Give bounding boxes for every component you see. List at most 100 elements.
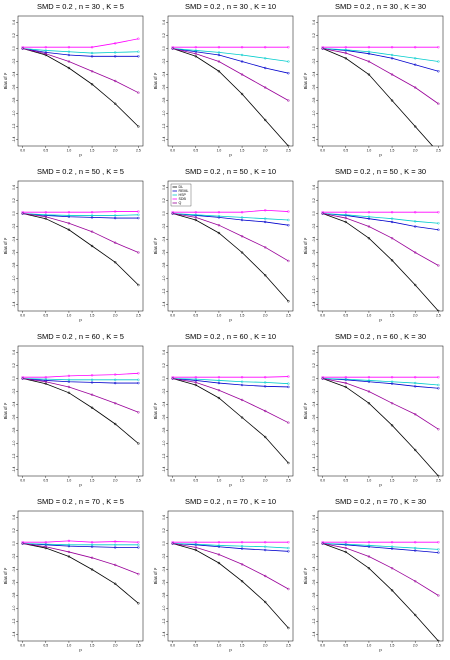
series-point bbox=[264, 409, 267, 413]
series-point bbox=[414, 413, 417, 416]
x-tick-label: 1.0 bbox=[367, 478, 372, 482]
series-point bbox=[114, 381, 117, 385]
series-point bbox=[194, 55, 197, 58]
series-point bbox=[414, 125, 417, 128]
x-tick-label: 1.5 bbox=[90, 478, 95, 482]
series-point bbox=[344, 541, 347, 544]
series-point bbox=[21, 46, 24, 49]
series-point bbox=[67, 222, 71, 225]
series-point bbox=[67, 214, 71, 217]
series-line bbox=[22, 213, 139, 216]
series-point bbox=[367, 236, 371, 240]
y-tick-label: -0.2 bbox=[12, 223, 16, 229]
series-line bbox=[172, 378, 289, 385]
series-point bbox=[367, 46, 371, 49]
series-line bbox=[172, 543, 289, 552]
y-tick-label: -0.8 bbox=[312, 262, 316, 268]
series-point bbox=[414, 86, 417, 89]
series-point bbox=[44, 380, 47, 383]
series-point bbox=[344, 51, 347, 55]
series-point bbox=[67, 228, 71, 231]
x-tick-label: 0.0 bbox=[320, 313, 325, 317]
series-point bbox=[367, 544, 371, 547]
series-line bbox=[322, 213, 439, 266]
y-tick-label: -0.2 bbox=[312, 223, 316, 229]
series-line bbox=[22, 540, 139, 543]
y-tick-label: -0.2 bbox=[12, 553, 16, 559]
series-point bbox=[287, 144, 290, 146]
series-point bbox=[44, 541, 47, 544]
series-point bbox=[44, 210, 47, 214]
y-axis-label: Bias of I² bbox=[153, 402, 158, 419]
series-line bbox=[22, 48, 139, 54]
series-point bbox=[114, 378, 117, 381]
series-line bbox=[322, 378, 439, 389]
y-tick-label: 0.2 bbox=[12, 33, 16, 38]
series-point bbox=[264, 385, 267, 388]
x-tick-label: 1.0 bbox=[367, 148, 372, 152]
series-point bbox=[240, 46, 244, 49]
x-tick-label: 0.0 bbox=[20, 148, 25, 152]
y-tick-label: 0.4 bbox=[12, 515, 16, 520]
y-tick-label: -0.6 bbox=[162, 84, 166, 90]
series-line bbox=[22, 378, 139, 444]
series-point bbox=[390, 545, 394, 548]
series-point bbox=[194, 210, 197, 214]
panel-title: SMD = 0.2 , n = 60 , K = 10 bbox=[185, 332, 276, 341]
y-tick-label: -0.4 bbox=[162, 566, 166, 572]
series-point bbox=[137, 546, 140, 549]
series-line bbox=[322, 543, 439, 550]
series-point bbox=[90, 374, 94, 377]
y-tick-label: -0.4 bbox=[12, 401, 16, 407]
series-point bbox=[90, 214, 94, 217]
series-point bbox=[194, 49, 197, 52]
series-point bbox=[437, 222, 440, 225]
y-tick-label: 0.0 bbox=[312, 46, 316, 51]
series-point bbox=[367, 379, 371, 382]
y-tick-label: 0.0 bbox=[312, 376, 316, 381]
series-point bbox=[437, 594, 440, 597]
y-tick-label: -0.2 bbox=[162, 58, 166, 64]
series-point bbox=[390, 402, 394, 405]
series-point bbox=[240, 210, 244, 214]
series-point bbox=[217, 70, 221, 73]
y-tick-label: -1.4 bbox=[12, 301, 16, 307]
series-point bbox=[217, 376, 221, 379]
x-tick-label: 1.0 bbox=[367, 643, 372, 647]
panel: SMD = 0.2 , n = 60 , K = 10 0.0 0.5 1.0 1.5 2… bbox=[153, 332, 294, 488]
series-point bbox=[264, 548, 267, 552]
plot-frame bbox=[17, 345, 144, 477]
series-point bbox=[437, 309, 440, 311]
y-tick-label: 0.0 bbox=[162, 211, 166, 216]
series-point bbox=[194, 218, 197, 222]
series-point bbox=[264, 118, 267, 122]
series-point bbox=[114, 79, 117, 83]
x-axis-label: τ² bbox=[79, 153, 83, 158]
y-tick-label: 0.0 bbox=[12, 376, 16, 381]
y-tick-label: -0.4 bbox=[12, 71, 16, 77]
y-tick-label: -0.6 bbox=[12, 249, 16, 255]
series-point bbox=[287, 587, 290, 591]
series-point bbox=[194, 213, 197, 217]
y-axis-label: Bias of I² bbox=[3, 567, 8, 584]
x-tick-label: 2.5 bbox=[136, 148, 141, 152]
y-axis-label: Bias of I² bbox=[303, 72, 308, 89]
series-line bbox=[172, 213, 289, 262]
plot-area bbox=[21, 539, 140, 605]
legend-label: SDB bbox=[179, 197, 187, 201]
plot-frame bbox=[317, 510, 444, 642]
series-point bbox=[321, 541, 324, 544]
panel-title: SMD = 0.2 , n = 50 , K = 10 bbox=[185, 167, 276, 176]
panel: SMD = 0.2 , n = 50 , K = 5 0.0 0.5 1.0 1.5 2.… bbox=[3, 167, 144, 323]
series-point bbox=[240, 580, 244, 583]
y-axis-label: Bias of I² bbox=[303, 567, 308, 584]
y-tick-label: -1.4 bbox=[312, 631, 316, 637]
series-point bbox=[437, 264, 440, 267]
series-point bbox=[90, 556, 94, 559]
series-point bbox=[390, 53, 394, 57]
x-tick-label: 2.5 bbox=[136, 643, 141, 647]
x-tick-label: 0.0 bbox=[320, 478, 325, 482]
series-point bbox=[344, 46, 347, 49]
y-tick-label: -0.6 bbox=[312, 84, 316, 90]
series-point bbox=[240, 563, 244, 566]
